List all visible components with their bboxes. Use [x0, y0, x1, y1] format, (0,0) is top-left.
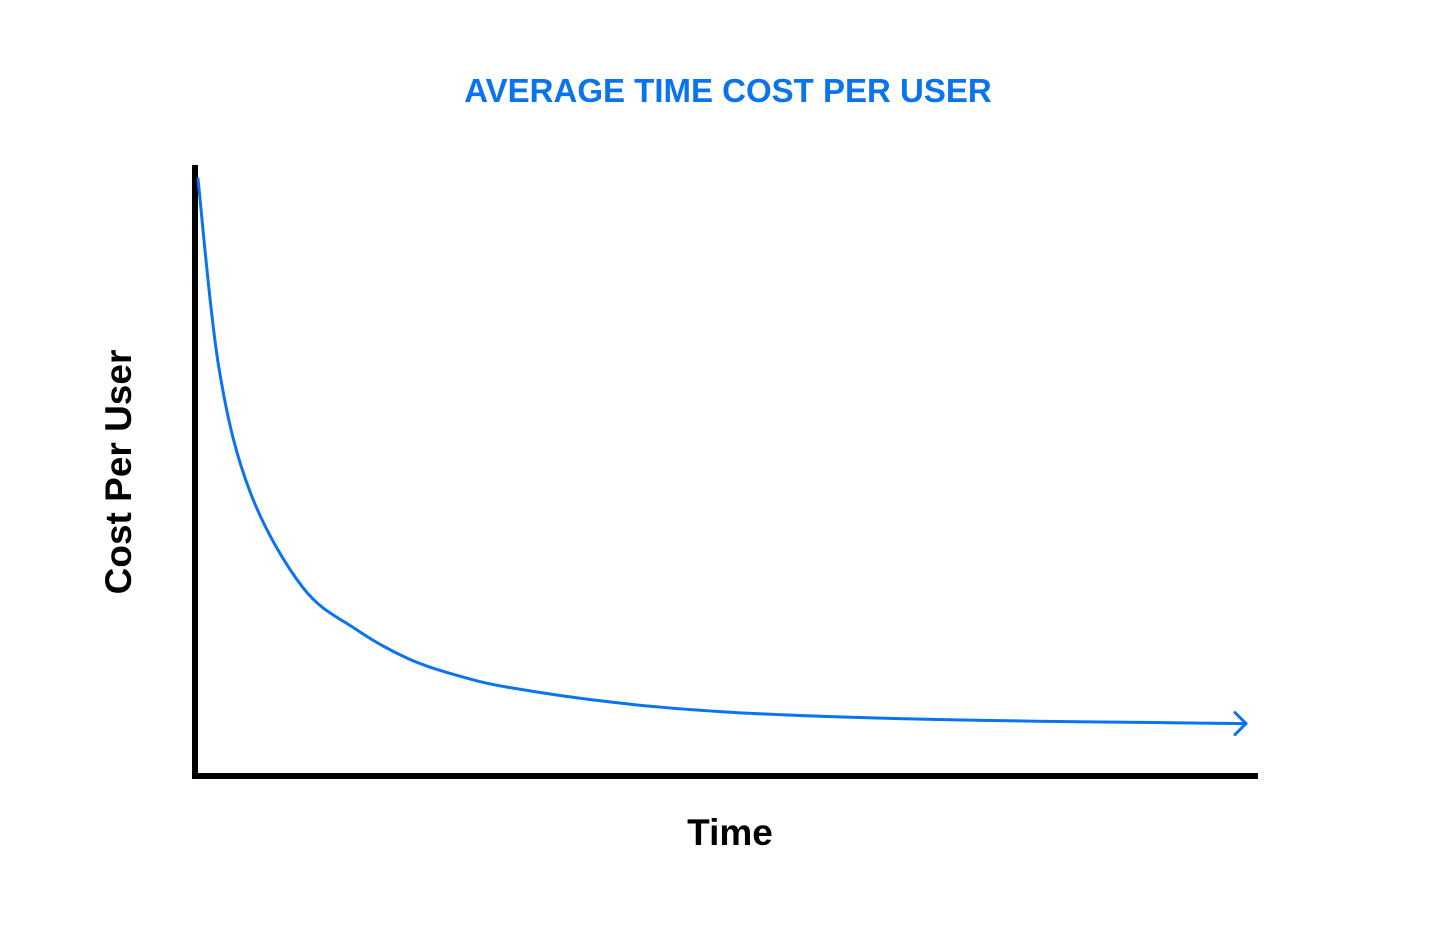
data-point-8	[615, 701, 619, 705]
x-axis-label: Time	[687, 812, 773, 853]
data-point-1	[217, 366, 221, 370]
data-point-10	[825, 715, 829, 719]
data-point-11	[930, 717, 934, 721]
data-points	[196, 177, 1248, 726]
data-point-0	[196, 177, 200, 181]
chart-title: AVERAGE TIME COST PER USER	[464, 72, 992, 109]
plot-area	[192, 165, 1258, 779]
data-point-4	[353, 627, 357, 631]
data-point-9	[720, 710, 724, 714]
data-point-7	[510, 686, 514, 690]
data-point-5	[406, 656, 410, 660]
series-line	[196, 177, 1248, 726]
data-point-2	[248, 491, 252, 495]
line-end-arrow-icon	[1233, 711, 1248, 737]
y-axis-label: Cost Per User	[98, 350, 139, 595]
data-point-12	[1034, 719, 1038, 723]
data-point-3	[301, 585, 305, 589]
data-point-13	[1139, 720, 1143, 724]
data-point-6	[458, 674, 462, 678]
